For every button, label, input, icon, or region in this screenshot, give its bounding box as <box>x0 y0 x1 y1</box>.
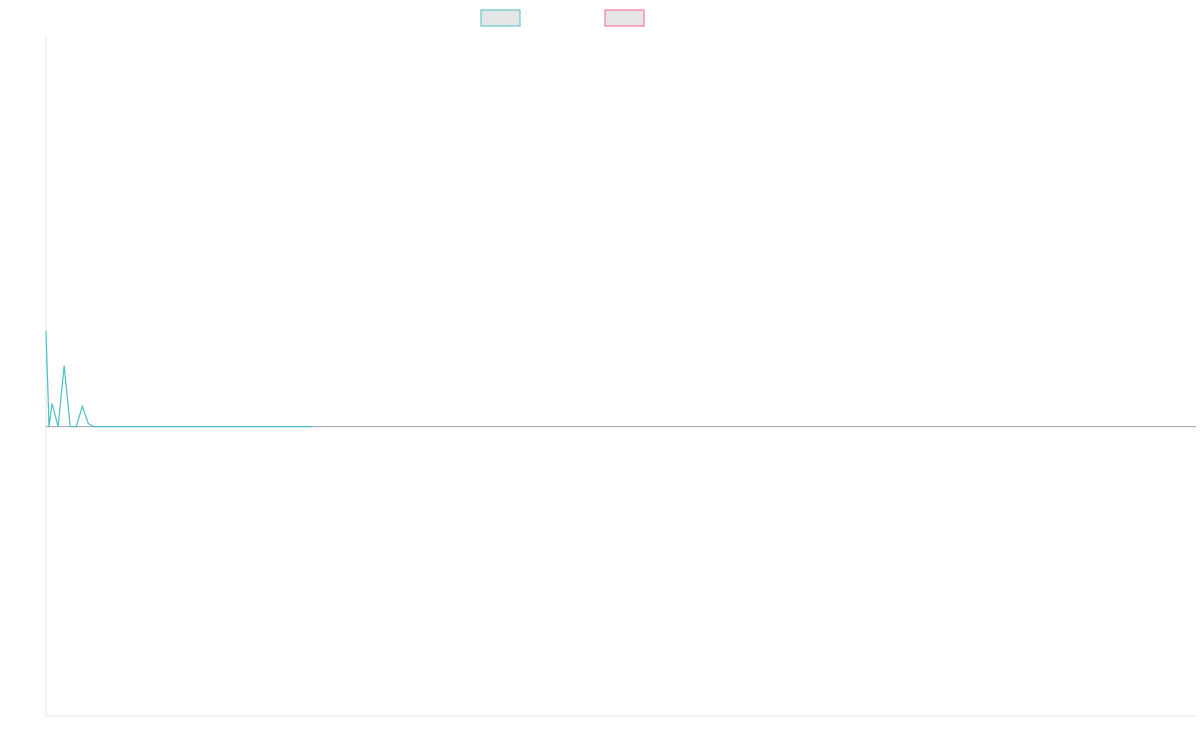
legend-swatch-series-2[interactable] <box>604 9 645 27</box>
axes <box>45 36 1196 717</box>
legend[interactable] <box>480 9 645 27</box>
series-line-1 <box>45 331 313 428</box>
legend-swatch-series-1[interactable] <box>480 9 521 27</box>
